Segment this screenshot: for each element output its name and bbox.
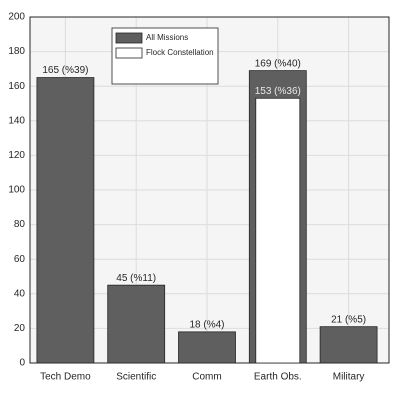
y-tick-label: 100 [8, 185, 25, 196]
y-tick-label: 180 [8, 46, 25, 57]
y-tick-label: 200 [8, 12, 25, 23]
y-tick-label: 160 [8, 81, 25, 92]
x-tick-label: Scientific [116, 372, 156, 383]
y-tick-label: 80 [14, 219, 26, 230]
x-tick-label: Earth Obs. [254, 372, 302, 383]
value-label: 165 (%39) [42, 65, 88, 76]
y-tick-label: 60 [14, 254, 26, 265]
y-tick-label: 120 [8, 150, 25, 161]
bar [107, 284, 166, 364]
legend-label: All Missions [146, 33, 188, 42]
bar [255, 97, 301, 364]
y-tick-label: 20 [14, 323, 26, 334]
legend-label: Flock Constellation [146, 48, 214, 57]
value-label: 153 (%36) [255, 86, 301, 97]
y-tick-label: 40 [14, 288, 26, 299]
y-tick-label: 140 [8, 115, 25, 126]
bar [178, 331, 236, 364]
legend-swatch [115, 32, 143, 44]
legend-swatch [115, 47, 143, 59]
x-tick-label: Military [333, 372, 365, 383]
value-label: 18 (%4) [189, 320, 224, 331]
x-tick-label: Tech Demo [40, 372, 91, 383]
y-tick-label: 0 [19, 358, 25, 369]
bar [319, 326, 378, 364]
value-label: 45 (%11) [116, 273, 156, 284]
bar [36, 77, 95, 364]
value-label: 21 (%5) [331, 314, 366, 325]
value-label: 169 (%40) [255, 58, 301, 69]
x-tick-label: Comm [192, 372, 221, 383]
